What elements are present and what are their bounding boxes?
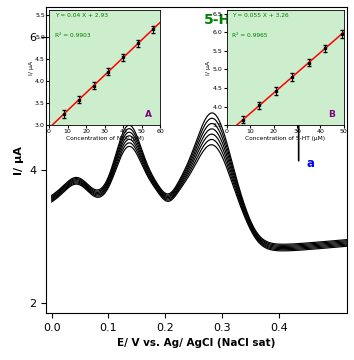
- Text: NEP: NEP: [107, 55, 138, 69]
- X-axis label: E/ V vs. Ag/ AgCl (NaCl sat): E/ V vs. Ag/ AgCl (NaCl sat): [117, 338, 276, 348]
- Text: a: a: [306, 157, 314, 170]
- Text: g: g: [306, 64, 314, 77]
- Y-axis label: I/ μA: I/ μA: [13, 146, 24, 175]
- Text: 5-HT: 5-HT: [204, 13, 240, 27]
